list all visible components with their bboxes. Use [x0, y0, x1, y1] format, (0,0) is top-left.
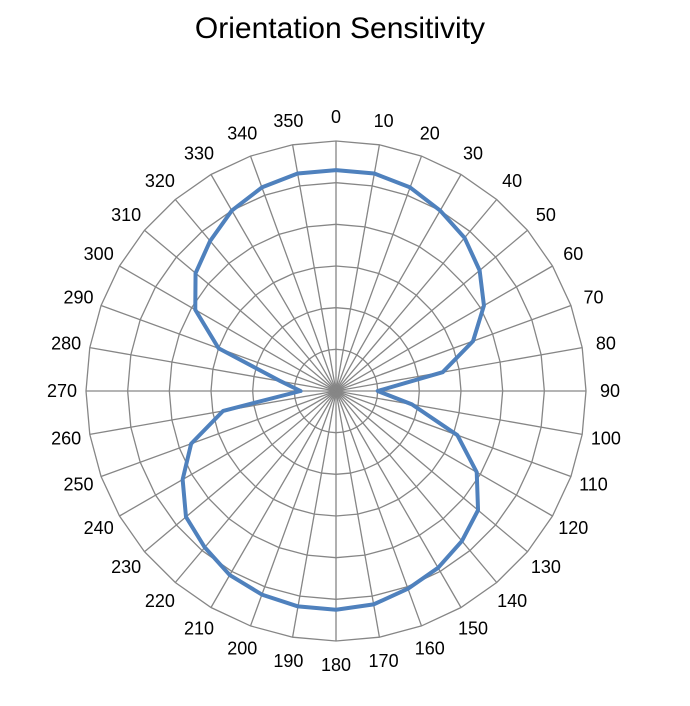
- grid-spoke: [335, 390, 553, 517]
- angle-label: 60: [563, 244, 583, 264]
- grid-spoke: [335, 390, 381, 638]
- grid-spoke: [291, 390, 337, 638]
- angle-label: 350: [273, 111, 303, 131]
- angle-label: 180: [321, 655, 351, 675]
- grid-spoke: [210, 390, 337, 608]
- grid-spoke: [144, 229, 337, 392]
- grid-spoke: [100, 390, 337, 478]
- grid-spoke: [249, 390, 337, 627]
- grid-spoke: [174, 390, 337, 583]
- angle-label: 280: [51, 333, 81, 353]
- angle-label: 30: [463, 144, 483, 164]
- grid-spoke: [335, 390, 498, 583]
- grid-spoke: [335, 390, 528, 553]
- angle-label: 270: [47, 381, 77, 401]
- grid-spoke: [335, 390, 462, 608]
- angle-label: 130: [531, 557, 561, 577]
- angle-label: 260: [51, 429, 81, 449]
- angle-label: 140: [497, 591, 527, 611]
- angle-label: 330: [184, 144, 214, 164]
- angle-label: 50: [536, 205, 556, 225]
- angle-label: 80: [596, 333, 616, 353]
- angle-label: 250: [64, 475, 94, 495]
- angle-label: 0: [331, 107, 341, 127]
- angle-label: 70: [583, 287, 603, 307]
- grid-spoke: [174, 199, 337, 392]
- chart-title: Orientation Sensitivity: [194, 12, 486, 45]
- grid-spoke: [119, 265, 337, 392]
- grid-spoke: [144, 390, 337, 553]
- grid-spoke: [335, 155, 423, 392]
- angle-label: 300: [84, 244, 114, 264]
- angle-label: 10: [374, 111, 394, 131]
- angle-label: 120: [558, 518, 588, 538]
- angle-label: 160: [415, 638, 445, 658]
- grid-spoke: [335, 390, 423, 627]
- angle-label: 240: [84, 518, 114, 538]
- angle-label: 320: [145, 171, 175, 191]
- grid-spoke: [335, 229, 528, 392]
- angle-label: 110: [579, 475, 608, 495]
- angle-label: 170: [369, 651, 399, 671]
- angle-label: 90: [600, 381, 620, 401]
- angle-label: 200: [227, 638, 257, 658]
- grid-spoke: [335, 304, 572, 392]
- angle-label: 150: [458, 618, 488, 638]
- grid-spoke: [335, 144, 381, 392]
- angle-label: 220: [145, 591, 175, 611]
- grid-spoke: [335, 265, 553, 392]
- angle-label: 20: [420, 124, 440, 144]
- angle-label: 100: [591, 429, 621, 449]
- angle-label: 340: [227, 124, 257, 144]
- angle-label: 290: [64, 287, 94, 307]
- grid-spoke: [89, 346, 337, 392]
- grid-spoke: [119, 390, 337, 517]
- grid-spoke: [335, 199, 498, 392]
- angle-label: 230: [111, 557, 141, 577]
- angle-label: 210: [184, 618, 214, 638]
- grid-spoke: [335, 390, 583, 436]
- grid-spoke: [249, 155, 337, 392]
- grid-spoke: [89, 390, 337, 436]
- angle-label: 40: [502, 171, 522, 191]
- angle-label: 310: [111, 205, 141, 225]
- angle-label: 190: [273, 651, 303, 671]
- grid-spoke: [291, 144, 337, 392]
- grid-spoke: [335, 346, 583, 392]
